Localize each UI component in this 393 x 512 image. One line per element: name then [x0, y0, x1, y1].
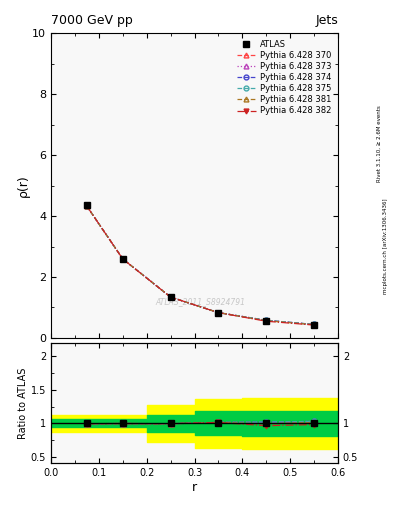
Pythia 6.428 382 — [168, 294, 173, 300]
Line: Pythia 6.428 382: Pythia 6.428 382 — [84, 204, 316, 328]
Pythia 6.428 370 — [216, 310, 221, 316]
Line: Pythia 6.428 374: Pythia 6.428 374 — [84, 204, 316, 327]
X-axis label: r: r — [192, 481, 197, 494]
Pythia 6.428 370 — [120, 256, 125, 262]
ATLAS — [120, 255, 125, 262]
Y-axis label: Ratio to ATLAS: Ratio to ATLAS — [18, 368, 28, 439]
Text: Jets: Jets — [315, 14, 338, 27]
Pythia 6.428 370 — [312, 322, 316, 328]
Pythia 6.428 381 — [120, 256, 125, 262]
Pythia 6.428 375 — [216, 310, 221, 316]
ATLAS — [264, 317, 269, 324]
Pythia 6.428 374 — [264, 317, 269, 324]
Pythia 6.428 382 — [312, 322, 316, 328]
Pythia 6.428 374 — [312, 322, 316, 328]
Text: mcplots.cern.ch [arXiv:1306.3436]: mcplots.cern.ch [arXiv:1306.3436] — [384, 198, 388, 293]
Pythia 6.428 382 — [120, 256, 125, 262]
Pythia 6.428 381 — [216, 310, 221, 316]
Legend: ATLAS, Pythia 6.428 370, Pythia 6.428 373, Pythia 6.428 374, Pythia 6.428 375, P: ATLAS, Pythia 6.428 370, Pythia 6.428 37… — [235, 37, 334, 118]
ATLAS — [168, 294, 173, 300]
Pythia 6.428 373 — [84, 203, 89, 209]
Pythia 6.428 381 — [168, 294, 173, 300]
Pythia 6.428 373 — [264, 317, 269, 324]
Pythia 6.428 373 — [168, 294, 173, 300]
Text: 7000 GeV pp: 7000 GeV pp — [51, 14, 133, 27]
Y-axis label: ρ(r): ρ(r) — [17, 174, 29, 197]
Line: Pythia 6.428 375: Pythia 6.428 375 — [84, 204, 316, 327]
Line: Pythia 6.428 381: Pythia 6.428 381 — [84, 204, 316, 327]
Pythia 6.428 374 — [84, 203, 89, 209]
Line: ATLAS: ATLAS — [84, 202, 317, 328]
ATLAS — [312, 322, 316, 328]
Text: ATLAS_2011_S8924791: ATLAS_2011_S8924791 — [155, 297, 245, 306]
ATLAS — [216, 310, 221, 316]
Pythia 6.428 370 — [264, 317, 269, 324]
Pythia 6.428 381 — [264, 317, 269, 324]
Pythia 6.428 382 — [264, 318, 269, 324]
Pythia 6.428 373 — [216, 310, 221, 316]
Pythia 6.428 381 — [312, 322, 316, 328]
Text: Rivet 3.1.10, ≥ 2.6M events: Rivet 3.1.10, ≥ 2.6M events — [377, 105, 382, 182]
Pythia 6.428 382 — [216, 310, 221, 316]
Pythia 6.428 374 — [120, 256, 125, 262]
Pythia 6.428 381 — [84, 203, 89, 209]
Pythia 6.428 375 — [84, 203, 89, 209]
Pythia 6.428 374 — [216, 310, 221, 316]
Pythia 6.428 370 — [168, 294, 173, 300]
Pythia 6.428 370 — [84, 203, 89, 209]
Pythia 6.428 373 — [312, 322, 316, 328]
Pythia 6.428 382 — [84, 203, 89, 209]
Line: Pythia 6.428 370: Pythia 6.428 370 — [84, 204, 316, 327]
Pythia 6.428 375 — [168, 294, 173, 300]
Pythia 6.428 373 — [120, 256, 125, 262]
Pythia 6.428 375 — [312, 322, 316, 328]
ATLAS — [84, 202, 89, 208]
Pythia 6.428 375 — [264, 317, 269, 324]
Line: Pythia 6.428 373: Pythia 6.428 373 — [84, 204, 316, 327]
Pythia 6.428 374 — [168, 294, 173, 300]
Pythia 6.428 375 — [120, 256, 125, 262]
